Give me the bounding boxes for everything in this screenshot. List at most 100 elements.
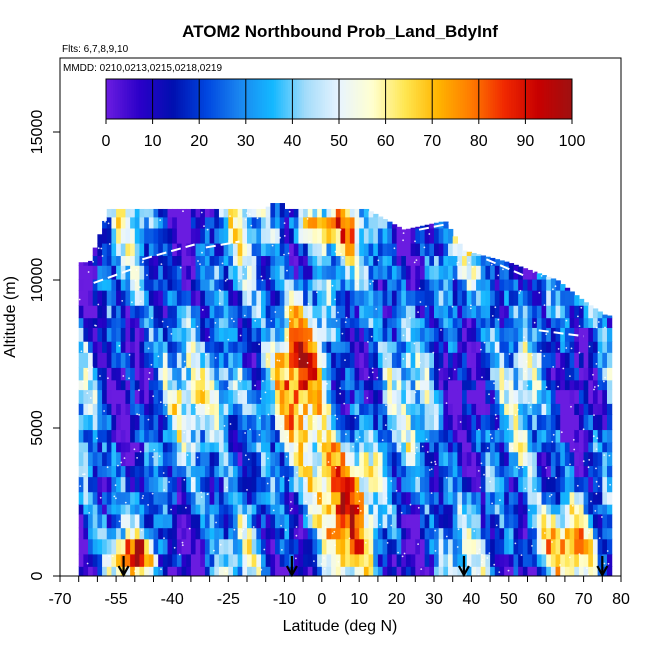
flight-track-line	[142, 243, 195, 261]
heatmap-cell	[190, 379, 197, 391]
heatmap-cell	[429, 341, 435, 353]
heatmap-cell	[139, 451, 145, 467]
flight-track-point	[101, 255, 104, 257]
heatmap-cell	[125, 553, 131, 567]
heatmap-cell	[167, 476, 173, 493]
colorbar-segment	[318, 79, 321, 119]
colorbar-segment	[364, 79, 368, 119]
heatmap-cell	[326, 216, 332, 229]
heatmap-cell	[242, 389, 248, 404]
heatmap-cell	[588, 305, 594, 319]
heatmap-cell	[471, 389, 477, 404]
heatmap-cell	[223, 504, 229, 515]
heatmap-cell	[293, 341, 300, 353]
heatmap-cell	[293, 553, 300, 567]
colorbar-segment	[131, 79, 135, 119]
heatmap-cell	[550, 341, 557, 353]
heatmap-cell	[429, 227, 435, 244]
heatmap-cell	[284, 341, 290, 353]
heatmap-cell	[261, 278, 267, 291]
heatmap-cell	[270, 566, 276, 576]
heatmap-cell	[354, 451, 360, 467]
heatmap-cell	[232, 527, 239, 540]
flight-track-point	[470, 304, 472, 307]
heatmap-cell	[541, 341, 547, 353]
heatmap-cell	[321, 379, 328, 391]
heatmap-cell	[242, 227, 248, 244]
heatmap-cell	[176, 553, 183, 567]
heatmap-cell	[560, 553, 566, 567]
heatmap-cell	[429, 367, 435, 381]
heatmap-cell	[162, 352, 169, 368]
heatmap-cell	[261, 491, 267, 505]
heatmap-cell	[88, 260, 94, 266]
heatmap-cell	[391, 255, 398, 266]
heatmap-cell	[158, 403, 164, 415]
heatmap-cell	[560, 327, 566, 342]
heatmap-cell	[373, 513, 379, 529]
heatmap-cell	[204, 352, 211, 368]
flight-track-point	[451, 305, 454, 308]
flight-track-point	[415, 446, 418, 449]
heatmap-cell	[134, 538, 141, 555]
heatmap-cell	[415, 278, 421, 291]
flight-track-point	[199, 378, 202, 380]
heatmap-cell	[317, 566, 323, 576]
heatmap-cell	[134, 491, 141, 505]
heatmap-cell	[148, 527, 155, 540]
heatmap-cell	[536, 491, 543, 505]
heatmap-cell	[387, 465, 393, 478]
heatmap-cell	[583, 389, 589, 404]
x-tick-label: 80	[612, 591, 630, 608]
heatmap-cell	[550, 451, 557, 467]
heatmap-cell	[200, 566, 206, 576]
heatmap-cell	[471, 553, 477, 567]
heatmap-cell	[317, 476, 323, 493]
heatmap-cell	[284, 265, 290, 280]
heatmap-cell	[223, 305, 229, 319]
heatmap-cell	[555, 476, 561, 493]
heatmap-cell	[200, 278, 206, 291]
heatmap-cell	[130, 527, 136, 540]
heatmap-cell	[289, 451, 295, 467]
colorbar-segment	[401, 79, 405, 119]
heatmap-cell	[536, 513, 543, 529]
flight-track-point	[123, 457, 126, 459]
heatmap-cell	[167, 379, 173, 391]
heatmap-cell	[583, 429, 589, 443]
heatmap-cell	[536, 290, 543, 306]
heatmap-cell	[214, 243, 220, 257]
heatmap-cell	[606, 527, 613, 540]
heatmap-cell	[247, 403, 253, 415]
heatmap-cell	[335, 327, 342, 342]
heatmap-cell	[476, 327, 482, 342]
heatmap-cell	[377, 414, 384, 431]
flight-track-point	[588, 345, 591, 348]
heatmap-cell	[345, 327, 351, 342]
heatmap-cell	[508, 441, 515, 453]
heatmap-cell	[237, 465, 243, 478]
flight-track-point	[571, 504, 574, 507]
heatmap-cell	[401, 451, 407, 467]
heatmap-cell	[106, 513, 113, 529]
heatmap-cell	[466, 403, 472, 415]
heatmap-cell	[419, 327, 426, 342]
heatmap-cell	[102, 429, 108, 443]
heatmap-cell	[331, 265, 337, 280]
colorbar-segment	[560, 79, 564, 119]
heatmap-cell	[588, 441, 594, 453]
heatmap-cell	[293, 243, 300, 257]
heatmap-cell	[415, 265, 421, 280]
heatmap-cell	[382, 243, 388, 257]
heatmap-cell	[88, 566, 94, 576]
heatmap-cell	[541, 566, 547, 576]
heatmap-cell	[340, 451, 346, 467]
heatmap-cell	[448, 465, 454, 478]
flight-track-point	[295, 557, 297, 560]
flight-track-point	[595, 492, 598, 495]
flight-track-point	[508, 353, 511, 355]
heatmap-cell	[284, 429, 290, 443]
colorbar-segment	[446, 79, 450, 119]
heatmap-cell	[354, 243, 360, 257]
heatmap-cell	[200, 208, 206, 218]
